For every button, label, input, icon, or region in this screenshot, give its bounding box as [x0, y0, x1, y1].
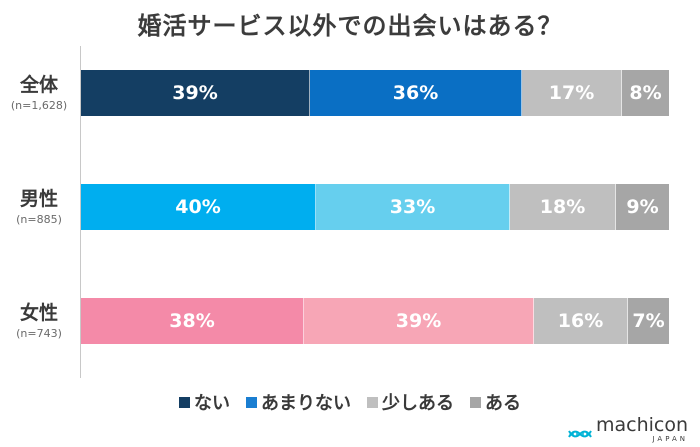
category-sample-size: (n=885)	[16, 213, 62, 226]
legend-label: ある	[485, 393, 521, 414]
legend-item: 少しある	[367, 389, 454, 415]
chart-legend: ない あまりない 少しある ある	[0, 389, 700, 415]
category-name: 女性	[19, 302, 58, 324]
category-sample-size: (n=743)	[16, 327, 62, 340]
bar-segment: 33%	[316, 184, 510, 230]
dna-helix-icon	[568, 430, 592, 438]
category-sample-size: (n=1,628)	[10, 99, 68, 112]
bar-segment: 17%	[522, 70, 622, 116]
data-label: 40%	[175, 196, 221, 218]
legend-swatch	[179, 396, 190, 408]
data-label: 39%	[395, 310, 442, 332]
category-label: 女性 (n=743)	[0, 302, 78, 341]
bar-segment: 40%	[81, 184, 316, 230]
logo-wordmark: machicon	[595, 414, 688, 436]
data-label: 16%	[557, 310, 604, 332]
legend-swatch	[367, 396, 378, 408]
legend-swatch	[246, 396, 257, 408]
bar-segment: 39%	[81, 70, 310, 116]
data-label: 39%	[172, 82, 218, 104]
legend-label: 少しある	[382, 393, 454, 414]
bar-segment: 9%	[616, 184, 669, 230]
bar-segment: 8%	[622, 70, 669, 116]
category-label: 男性 (n=885)	[0, 188, 78, 227]
legend-swatch	[470, 396, 481, 408]
data-label: 17%	[548, 82, 595, 104]
legend-item: ある	[470, 389, 521, 415]
stacked-bar: 38% 39% 16% 7%	[81, 298, 669, 344]
category-name: 全体	[19, 74, 58, 96]
category-label: 全体 (n=1,628)	[0, 74, 78, 113]
data-label: 9%	[626, 196, 659, 218]
chart-title: 婚活サービス以外での出会いはある？	[137, 12, 563, 40]
bar-segment: 16%	[534, 298, 628, 344]
bar-segment: 18%	[510, 184, 616, 230]
data-label: 8%	[629, 82, 662, 104]
legend-item: あまりない	[246, 389, 351, 415]
data-label: 38%	[169, 310, 215, 332]
data-label: 36%	[392, 82, 439, 104]
category-name: 男性	[19, 188, 58, 210]
bar-segment: 38%	[81, 298, 304, 344]
data-label: 33%	[389, 196, 436, 218]
machicon-logo: machicon JAPAN	[568, 415, 688, 443]
legend-item: ない	[179, 389, 230, 415]
legend-label: あまりない	[261, 393, 351, 414]
data-label: 18%	[539, 196, 586, 218]
bar-segment: 39%	[304, 298, 534, 344]
category-axis-line	[80, 46, 81, 378]
bar-segment: 7%	[628, 298, 669, 344]
data-label: 7%	[632, 310, 665, 332]
stacked-bar: 40% 33% 18% 9%	[81, 184, 669, 230]
stacked-bar: 39% 36% 17% 8%	[81, 70, 669, 116]
logo-subtext: JAPAN	[652, 435, 688, 443]
bar-segment: 36%	[310, 70, 522, 116]
legend-label: ない	[194, 393, 230, 414]
